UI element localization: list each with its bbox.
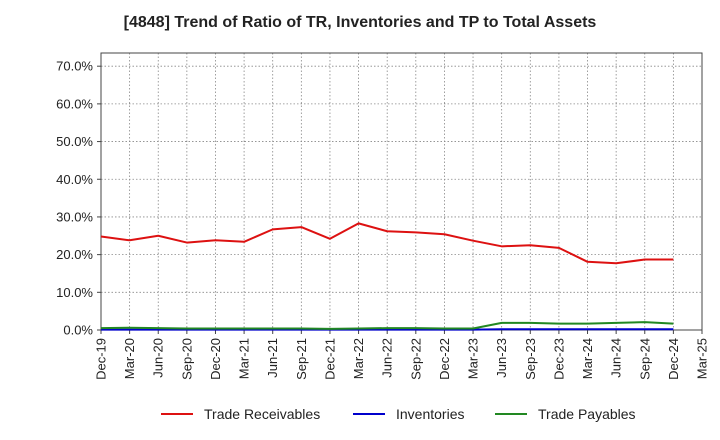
grid	[101, 53, 702, 330]
legend-label: Trade Payables	[538, 406, 636, 422]
x-tick-label: Dec-23	[551, 338, 566, 380]
legend: Trade Receivables Inventories Trade Payabl…	[161, 406, 636, 422]
y-tick-label: 60.0%	[56, 96, 93, 111]
series-line-trade-receivables	[100, 222, 674, 265]
y-tick-label: 0.0%	[63, 323, 93, 338]
legend-label: Inventories	[396, 406, 464, 422]
x-tick-label: Sep-21	[294, 338, 309, 380]
series-line-trade-payables	[100, 321, 674, 330]
x-tick-label: Sep-22	[408, 338, 423, 380]
x-tick-label: Dec-20	[208, 338, 223, 380]
y-tick-label: 50.0%	[56, 134, 93, 149]
x-tick-label: Jun-20	[151, 338, 166, 378]
x-tick-label: Mar-23	[466, 338, 481, 379]
x-tick-label: Sep-23	[523, 338, 538, 380]
x-tick-label: Sep-24	[637, 338, 652, 380]
y-tick-label: 70.0%	[56, 59, 93, 74]
x-tick-label: Jun-24	[609, 338, 624, 378]
x-tick-label: Jun-22	[380, 338, 395, 378]
plot-frame	[100, 52, 703, 331]
x-tick-label: Dec-22	[437, 338, 452, 380]
legend-label: Trade Receivables	[204, 406, 320, 422]
x-tick-label: Jun-21	[265, 338, 280, 378]
x-tick-label: Mar-25	[695, 338, 710, 379]
axes: 0.0% 10.0% 20.0% 30.0% 40.0% 50.0% 60.0% 70.0% D…	[56, 52, 710, 380]
x-tick-label: Dec-24	[666, 338, 681, 380]
x-tick-label: Mar-20	[122, 338, 137, 379]
x-tick-label: Sep-20	[179, 338, 194, 380]
y-tick-label: 30.0%	[56, 209, 93, 224]
y-tick-label: 10.0%	[56, 285, 93, 300]
x-tick-label: Mar-24	[580, 338, 595, 379]
y-tick-label: 20.0%	[56, 247, 93, 262]
x-tick-label: Jun-23	[494, 338, 509, 378]
chart-title: [4848] Trend of Ratio of TR, Inventories…	[123, 14, 597, 31]
y-tick-label: 40.0%	[56, 172, 93, 187]
x-tick-label: Dec-21	[322, 338, 337, 380]
x-tick-label: Mar-22	[351, 338, 366, 379]
x-tick-label: Dec-19	[94, 338, 109, 380]
x-tick-label: Mar-21	[237, 338, 252, 379]
series-lines	[100, 222, 674, 331]
